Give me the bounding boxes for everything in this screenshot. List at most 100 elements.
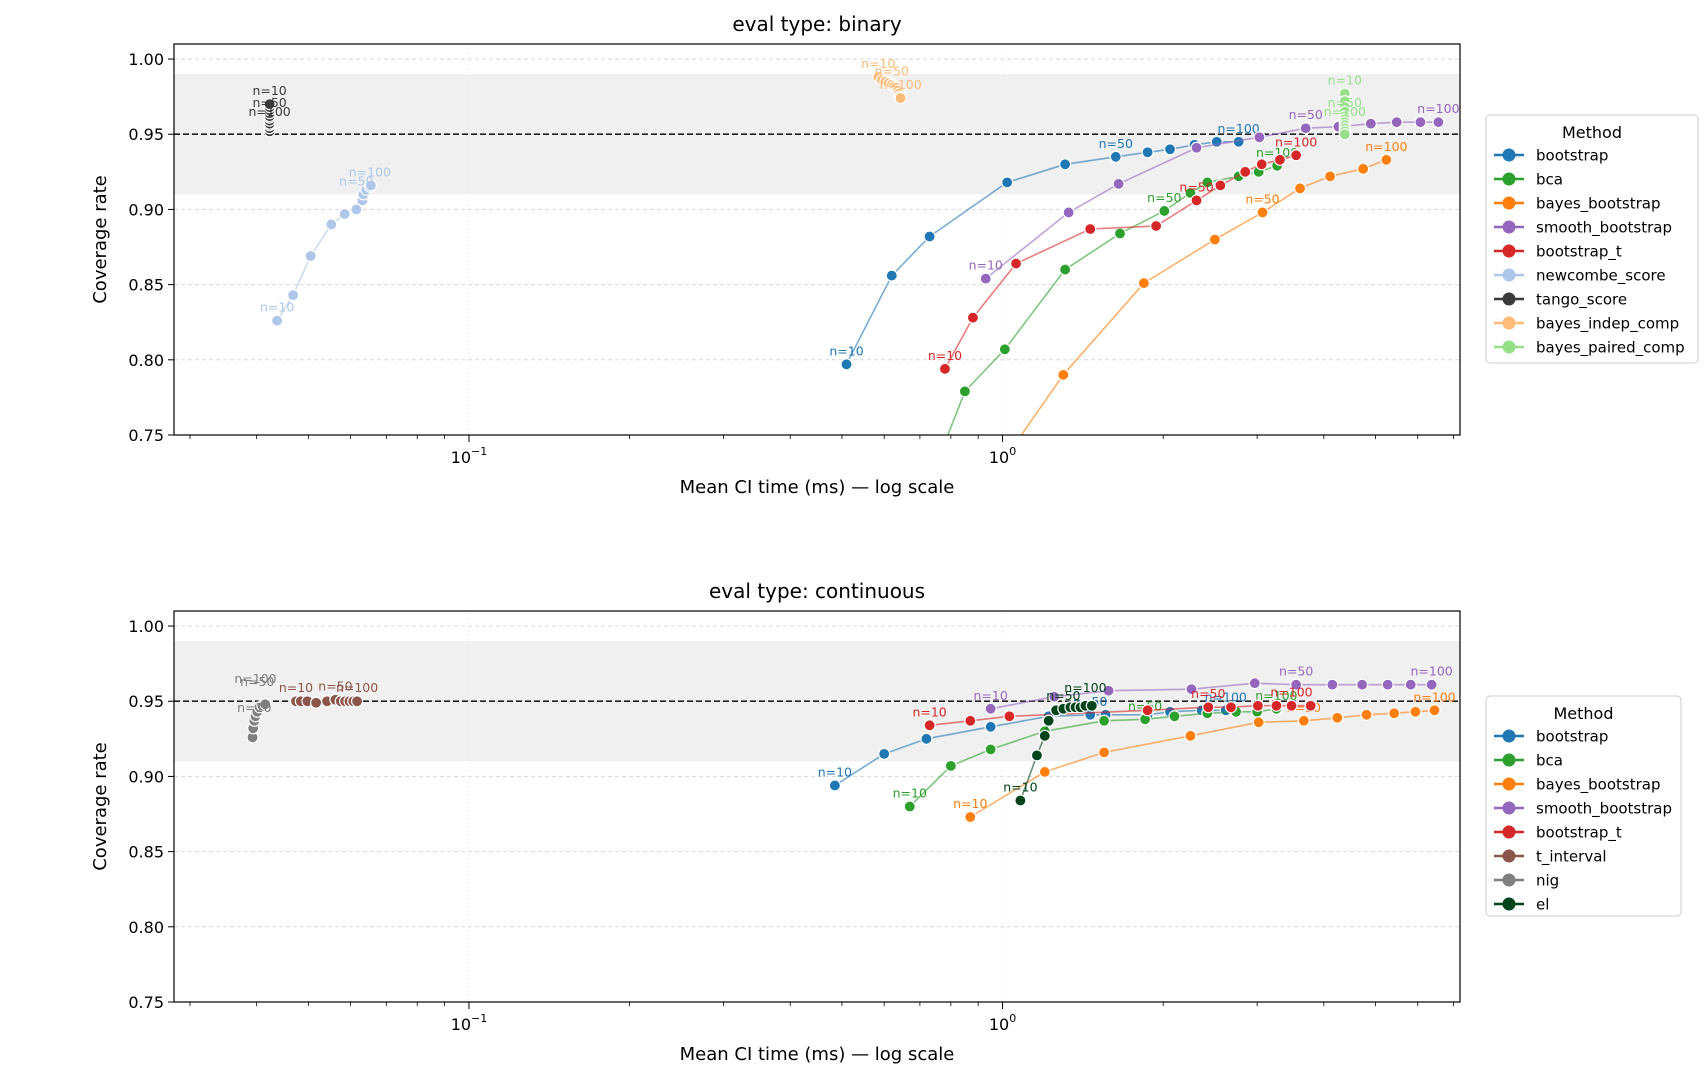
- data-point-smooth_bootstrap: [1190, 141, 1203, 154]
- data-point-bootstrap_t: [964, 714, 977, 727]
- data-label-bootstrap_t: n=10: [928, 348, 962, 363]
- data-point-smooth_bootstrap: [1185, 683, 1198, 696]
- legend-label-bayes_bootstrap: bayes_bootstrap: [1536, 195, 1660, 214]
- data-point-bootstrap_t: [1150, 219, 1163, 233]
- data-point-bootstrap_t: [1255, 158, 1268, 171]
- data-point-bootstrap: [878, 747, 891, 760]
- data-label-nig: n=100: [234, 671, 276, 686]
- data-label-bootstrap_t: n=100: [1275, 134, 1317, 149]
- data-label-nig: n=10: [237, 700, 271, 715]
- legend-label-tango_score: tango_score: [1536, 291, 1627, 310]
- data-point-smooth_bootstrap: [979, 272, 992, 285]
- series-t_interval: n=10 n=50n=100: [279, 679, 378, 709]
- data-point-bayes_bootstrap: [1293, 182, 1307, 195]
- data-point-smooth_bootstrap: [1432, 116, 1445, 129]
- data-label-bootstrap_t: n=100: [1270, 685, 1312, 700]
- legend-marker-nig: [1502, 873, 1516, 887]
- series-smooth_bootstrap: n=10n=50 n=100: [974, 664, 1453, 715]
- data-point-bootstrap_t: [923, 719, 936, 732]
- legend-label-nig: nig: [1536, 872, 1559, 890]
- series-bootstrap: n=10 n=50 n=100: [829, 121, 1260, 371]
- legend-label-bootstrap: bootstrap: [1536, 147, 1608, 165]
- data-point-bayes_bootstrap: [1323, 170, 1337, 183]
- data-label-bootstrap_t: n=50: [1179, 179, 1213, 194]
- legend-marker-bayes_indep_comp: [1502, 316, 1516, 330]
- data-point-el: [1042, 714, 1055, 727]
- data-point-bca: [903, 800, 916, 813]
- data-label-tango_score: n=50: [252, 95, 286, 110]
- x-tick-exponent: 0: [1009, 445, 1016, 458]
- series-bootstrap_t: n=10 n=50 n=100: [928, 134, 1317, 375]
- data-point-bayes_bootstrap: [1357, 162, 1370, 175]
- data-point-bayes_bootstrap: [1380, 153, 1393, 166]
- data-label-bootstrap_t: n=10: [912, 704, 946, 719]
- legend-marker-bootstrap_t: [1502, 825, 1516, 839]
- data-point-bca: [1158, 204, 1171, 218]
- data-point-bootstrap_t: [1304, 699, 1317, 712]
- data-point-bootstrap_t: [1290, 149, 1303, 162]
- legend-label-bca: bca: [1536, 752, 1563, 770]
- y-tick-label: 0.90: [128, 767, 164, 786]
- y-tick-label: 1.00: [128, 617, 164, 636]
- data-label-bayes_bootstrap: n=10: [953, 796, 987, 811]
- data-point-nig: [259, 698, 272, 711]
- x-tick-exponent: 0: [1009, 1012, 1016, 1025]
- data-label-t_interval: n=10: [279, 680, 313, 695]
- legend-item-smooth_bootstrap: smooth_bootstrap: [1494, 800, 1672, 819]
- data-point-bootstrap: [984, 720, 997, 733]
- data-label-bootstrap: n=10: [818, 764, 852, 779]
- legend-item-bootstrap: bootstrap: [1494, 728, 1608, 746]
- data-point-bca: [944, 759, 957, 772]
- data-point-bca: [998, 343, 1011, 356]
- data-point-smooth_bootstrap: [1356, 678, 1369, 691]
- data-point-smooth_bootstrap: [1290, 678, 1303, 691]
- y-axis-label: Coverage rate: [90, 742, 111, 871]
- data-point-bayes_bootstrap: [1388, 707, 1401, 720]
- data-point-bootstrap: [1141, 146, 1154, 159]
- data-label-t_interval: n=50: [318, 679, 352, 694]
- legend-marker-el: [1502, 897, 1516, 911]
- x-tick-label: 100: [989, 445, 1016, 467]
- data-point-bootstrap: [1109, 150, 1122, 163]
- data-point-bayes_bootstrap: [1208, 233, 1221, 246]
- data-point-bca: [958, 385, 971, 398]
- data-label-bayes_bootstrap: n=100: [1365, 139, 1407, 154]
- data-point-bootstrap: [840, 358, 853, 371]
- series-bayes_paired_comp: n=10 n=50n=100: [1324, 73, 1366, 141]
- legend-marker-bayes_bootstrap: [1502, 196, 1516, 210]
- x-tick-exponent: −1: [471, 445, 487, 458]
- data-point-bca: [1059, 263, 1072, 276]
- data-point-newcombe_score: [325, 218, 338, 231]
- data-label-newcombe_score: n=10: [260, 300, 294, 315]
- y-tick-label: 0.85: [128, 843, 164, 862]
- legend-marker-bca: [1502, 172, 1516, 186]
- data-point-smooth_bootstrap: [1102, 684, 1115, 697]
- data-point-tango_score: [263, 98, 276, 111]
- data-point-bayes_bootstrap: [964, 810, 977, 824]
- data-point-bootstrap_t: [1003, 710, 1016, 723]
- legend-label-bayes_indep_comp: bayes_indep_comp: [1536, 315, 1679, 334]
- y-tick-label: 0.95: [128, 692, 164, 711]
- data-point-bootstrap_t: [1214, 179, 1227, 192]
- data-point-bootstrap_t: [938, 362, 952, 375]
- data-point-bayes_bootstrap: [1360, 708, 1373, 721]
- data-point-bayes_bootstrap: [1038, 765, 1051, 779]
- data-point-smooth_bootstrap: [1062, 206, 1075, 219]
- data-point-smooth_bootstrap: [1326, 678, 1339, 691]
- y-tick-label: 0.75: [128, 426, 164, 445]
- data-point-bayes_bootstrap: [1098, 746, 1111, 759]
- data-label-smooth_bootstrap: n=50: [1279, 664, 1313, 679]
- data-point-smooth_bootstrap: [1381, 678, 1394, 691]
- data-label-smooth_bootstrap: n=10: [969, 258, 1003, 273]
- data-point-bootstrap_t: [1224, 701, 1238, 714]
- data-point-bayes_bootstrap: [1331, 711, 1344, 724]
- data-label-newcombe_score: n=100: [349, 164, 391, 179]
- data-point-bca: [984, 743, 997, 756]
- legend-label-bca: bca: [1536, 171, 1563, 189]
- legend-item-bootstrap_t: bootstrap_t: [1494, 824, 1622, 843]
- data-label-nig: n=50: [240, 674, 274, 689]
- legend-item-bayes_indep_comp: bayes_indep_comp: [1494, 315, 1679, 334]
- legend: Method bootstrap bca bayes_bootstrap smooth_…: [1485, 695, 1682, 917]
- data-label-bca: n=50: [1147, 190, 1181, 205]
